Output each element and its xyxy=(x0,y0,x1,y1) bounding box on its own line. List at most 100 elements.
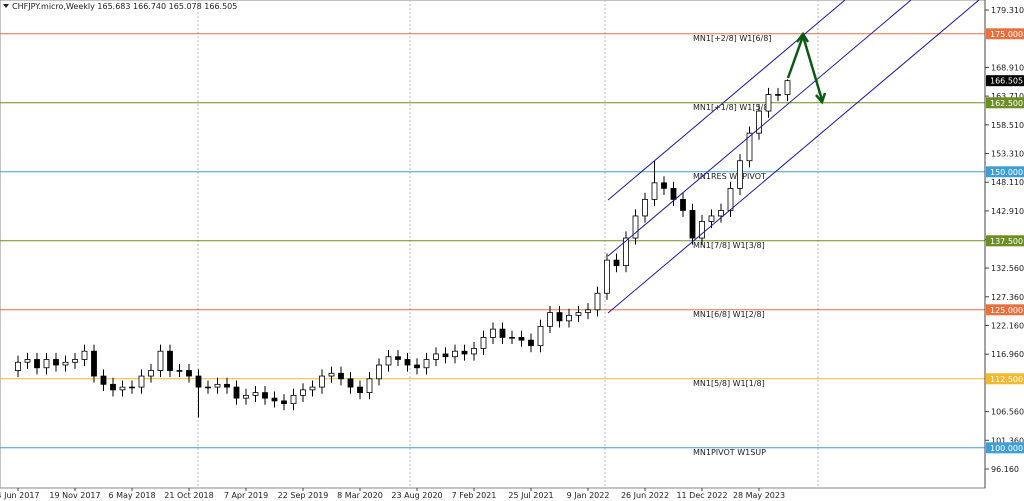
y-tick-label: 96.160 xyxy=(991,465,1019,474)
candle-body xyxy=(566,314,572,322)
candle-body xyxy=(62,361,69,366)
level-price-label: 162.500 xyxy=(990,99,1023,108)
candle-body xyxy=(518,337,525,341)
y-tick-label: 127.360 xyxy=(991,293,1024,302)
level-price-box xyxy=(986,304,1024,316)
level-name: MN1[5/8] W1[1/8] xyxy=(693,379,765,388)
candle-body xyxy=(357,386,363,394)
level-price-label: 150.000 xyxy=(990,168,1023,177)
candle-body xyxy=(528,339,534,347)
candle-body xyxy=(119,386,126,391)
candle-body xyxy=(167,350,173,371)
x-tick-label: 26 Jun 2022 xyxy=(621,491,669,500)
level-name: MN1[7/8] W1[3/8] xyxy=(693,241,765,250)
candle-body xyxy=(148,370,154,377)
candle-body xyxy=(414,364,420,369)
candle-body xyxy=(737,160,743,189)
candle-body xyxy=(746,132,753,162)
candle-body xyxy=(81,350,88,360)
x-tick-label: 7 Apr 2019 xyxy=(224,491,268,500)
chart-title: CHFJPY.micro,Weekly 165.683 166.740 165.… xyxy=(12,2,237,11)
candle-body xyxy=(613,259,620,267)
candle-body xyxy=(423,359,430,369)
candle-body xyxy=(680,198,686,211)
level-name: MN1[+1/8] W1[5/8] xyxy=(693,103,771,112)
candle-body xyxy=(243,394,249,399)
level-name: MN1PIVOT W1SUP xyxy=(693,448,766,457)
candle-body xyxy=(442,353,449,358)
level-price-label: 125.000 xyxy=(990,306,1023,315)
candle-body xyxy=(72,359,78,363)
candle-body xyxy=(129,386,135,389)
candle-body xyxy=(509,337,515,339)
y-tick-label: 132.560 xyxy=(991,264,1024,273)
x-tick-label: 28 May 2023 xyxy=(733,491,785,500)
candle-body xyxy=(699,221,705,239)
candle-body xyxy=(775,94,781,96)
candle-body xyxy=(499,328,506,338)
candle-body xyxy=(404,359,411,366)
y-tick-label: 106.560 xyxy=(991,408,1024,417)
candle-body xyxy=(670,187,677,200)
level-price-label: 112.500 xyxy=(990,375,1023,384)
candle-body xyxy=(34,359,40,369)
candle-body xyxy=(718,210,724,217)
x-tick-label: 9 Jan 2022 xyxy=(567,491,610,500)
forecast-arrow xyxy=(786,31,827,105)
y-tick-label: 116.960 xyxy=(991,350,1024,359)
candle-body xyxy=(632,215,639,239)
x-tick-label: 4 Jun 2017 xyxy=(0,491,40,500)
candle-body xyxy=(43,359,50,369)
level-price-label: 137.500 xyxy=(990,237,1023,246)
last-price-box xyxy=(986,75,1024,87)
level-price-box xyxy=(986,28,1024,40)
level-price-box xyxy=(986,166,1024,178)
candle-body xyxy=(727,187,734,211)
candle-body xyxy=(91,350,97,377)
candle-body xyxy=(765,94,772,112)
candle-body xyxy=(24,359,31,363)
candle-body xyxy=(338,372,344,380)
x-tick-label: 23 Aug 2020 xyxy=(391,491,442,500)
plot-area xyxy=(0,0,986,489)
y-tick-label: 101.360 xyxy=(991,436,1024,445)
candle-body xyxy=(594,292,601,311)
candle-body xyxy=(281,400,287,405)
x-tick-label: 6 May 2018 xyxy=(108,491,155,500)
candle-body xyxy=(110,383,116,391)
candle-body xyxy=(262,392,268,399)
candle-body xyxy=(186,370,192,377)
y-tick-label: 163.710 xyxy=(991,92,1024,101)
candle-body xyxy=(651,182,658,200)
candle-body xyxy=(575,312,582,316)
candle-body xyxy=(309,386,316,391)
y-tick-label: 168.910 xyxy=(991,63,1024,72)
candle-body xyxy=(708,215,715,222)
candle-body xyxy=(233,386,240,399)
y-tick-label: 122.160 xyxy=(991,321,1024,330)
vertical-grid xyxy=(197,0,819,488)
candle-body xyxy=(319,375,325,388)
x-tick-label: 22 Sep 2019 xyxy=(278,491,329,500)
x-tick-label: 7 Feb 2021 xyxy=(452,491,497,500)
candle-body xyxy=(784,80,791,95)
candle-body xyxy=(328,372,335,377)
last-price-label: 166.505 xyxy=(990,77,1023,86)
regression-channel xyxy=(607,0,980,314)
level-name: MN1[6/8] W1[2/8] xyxy=(693,310,765,319)
level-price-box xyxy=(986,373,1024,385)
x-tick-label: 21 Oct 2018 xyxy=(164,491,213,500)
candle-body xyxy=(490,328,496,338)
candle-body xyxy=(461,350,468,355)
level-name: MN1RES W1PIVOT xyxy=(693,172,766,181)
x-tick-label: 25 Jul 2021 xyxy=(508,491,553,500)
level-name: MN1[+2/8] W1[6/8] xyxy=(693,34,771,43)
level-price-label: 100.000 xyxy=(990,444,1023,453)
candle-body xyxy=(224,383,230,388)
y-tick-label: 142.910 xyxy=(991,207,1024,216)
candle-body xyxy=(100,375,107,385)
menu-icon[interactable] xyxy=(3,4,9,8)
candle-body xyxy=(176,370,183,372)
candle-body xyxy=(756,110,762,134)
candle-body xyxy=(585,309,591,313)
